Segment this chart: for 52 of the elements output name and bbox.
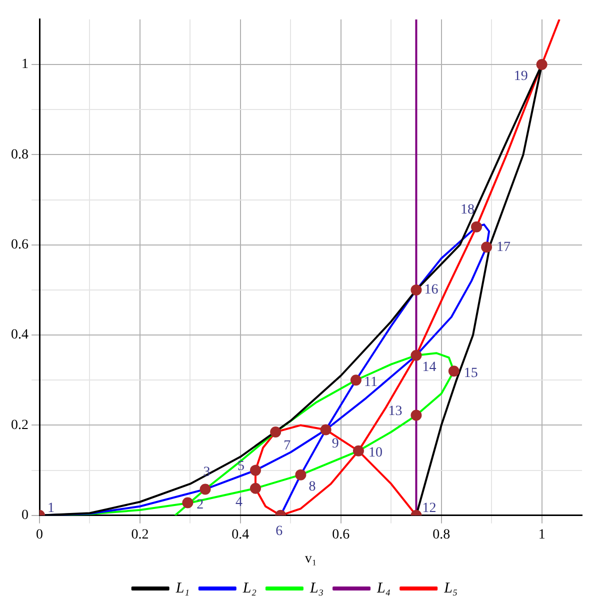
annotation: 18 <box>460 202 475 218</box>
y-tick-label: 0 <box>22 508 28 524</box>
point <box>182 497 194 508</box>
point <box>295 469 306 480</box>
y-tick-label: 0.6 <box>11 238 28 253</box>
legend-label: L₄ <box>376 580 391 596</box>
point <box>320 424 332 436</box>
annotation: 9 <box>332 436 339 452</box>
legend-label: L₂ <box>242 580 256 596</box>
annotation: 2 <box>196 497 204 512</box>
x-tick-label: 0 <box>36 527 43 542</box>
annotation: 11 <box>364 374 378 390</box>
x-tick-label: 0.2 <box>131 527 149 542</box>
point <box>536 58 548 70</box>
legend-label: L₃ <box>308 580 324 596</box>
point <box>448 366 460 377</box>
point <box>471 221 482 232</box>
annotation: 15 <box>464 366 478 381</box>
annotation: 6 <box>276 524 283 540</box>
point <box>410 350 422 361</box>
annotation: 17 <box>496 240 511 255</box>
point <box>250 482 261 494</box>
point <box>352 445 364 456</box>
annotation: 12 <box>422 501 436 516</box>
legend-label: L₅ <box>443 580 458 596</box>
annotation: 14 <box>422 360 436 375</box>
annotation: 4 <box>235 495 242 510</box>
x-tick-label: 0.8 <box>432 527 450 542</box>
annotation: 10 <box>368 446 382 461</box>
point <box>481 242 492 253</box>
annotation: 5 <box>237 458 244 474</box>
y-tick-label: 0.8 <box>11 147 28 162</box>
x-tick-label: 0.4 <box>232 527 250 542</box>
x-tick-label: 1 <box>538 527 546 542</box>
point <box>410 410 422 421</box>
annotation: 8 <box>308 479 316 494</box>
annotation: 1 <box>48 501 54 516</box>
annotation: 7 <box>284 438 291 454</box>
y-tick-label: 1 <box>22 57 28 72</box>
legend-label: L₁ <box>174 580 190 596</box>
point <box>350 374 362 386</box>
point <box>270 426 282 438</box>
point <box>410 284 422 296</box>
annotation: 19 <box>514 69 528 84</box>
y-tick-label: 0.4 <box>11 328 28 343</box>
x-tick-label: 0.6 <box>332 527 350 542</box>
x-axis-title: v₁ <box>304 551 317 566</box>
point <box>250 464 261 476</box>
annotation: 16 <box>424 282 438 298</box>
y-tick-label: 0.2 <box>11 418 28 433</box>
point <box>200 484 211 495</box>
annotation: 13 <box>388 404 402 419</box>
